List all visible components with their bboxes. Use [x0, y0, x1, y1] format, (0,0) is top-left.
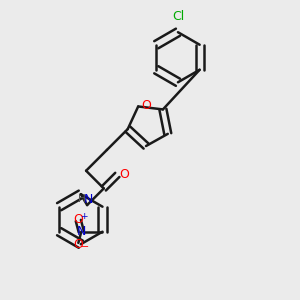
- Text: −: −: [81, 242, 89, 252]
- Text: +: +: [80, 212, 88, 221]
- Text: N: N: [84, 193, 93, 206]
- Text: O: O: [73, 213, 83, 226]
- Text: Cl: Cl: [172, 10, 184, 23]
- Text: O: O: [119, 168, 129, 181]
- Text: O: O: [141, 99, 151, 112]
- Text: O: O: [73, 238, 83, 250]
- Text: H: H: [78, 194, 86, 204]
- Text: N: N: [76, 225, 86, 238]
